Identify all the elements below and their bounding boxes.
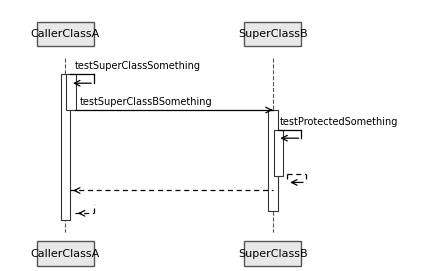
- FancyBboxPatch shape: [37, 241, 94, 266]
- Bar: [66, 74, 76, 110]
- FancyBboxPatch shape: [37, 21, 94, 46]
- Bar: [60, 74, 70, 220]
- Text: SuperClassB: SuperClassB: [238, 28, 308, 38]
- Text: testSuperClassSomething: testSuperClassSomething: [75, 61, 201, 71]
- Text: CallerClassA: CallerClassA: [31, 28, 100, 38]
- Bar: [268, 110, 278, 211]
- FancyBboxPatch shape: [244, 241, 301, 266]
- FancyBboxPatch shape: [244, 21, 301, 46]
- Text: CallerClassA: CallerClassA: [31, 249, 100, 259]
- Bar: [274, 130, 283, 176]
- Text: testProtectedSomething: testProtectedSomething: [280, 117, 398, 127]
- Text: testSuperClassBSomething: testSuperClassBSomething: [79, 97, 212, 107]
- Text: SuperClassB: SuperClassB: [238, 249, 308, 259]
